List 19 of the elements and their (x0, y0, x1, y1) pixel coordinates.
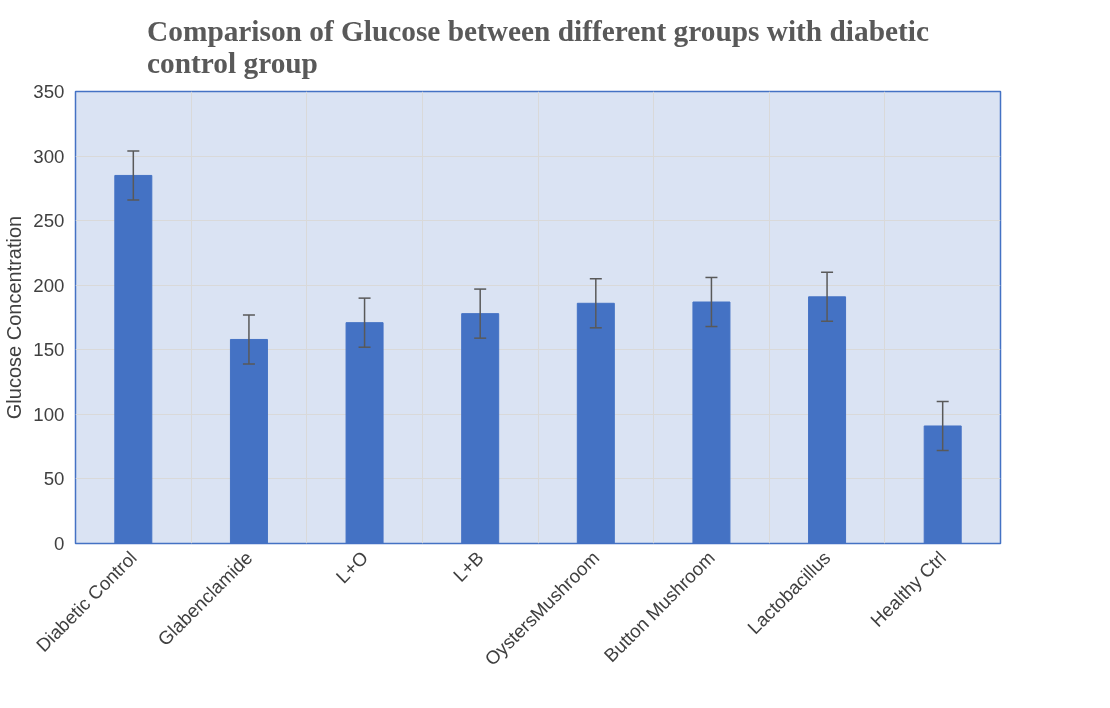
y-tick-label: 50 (43, 468, 65, 490)
bar (345, 322, 384, 544)
y-tick-label: 150 (33, 339, 65, 361)
y-tick-label: 100 (33, 403, 65, 425)
y-tick-label: 0 (54, 533, 65, 554)
bar (461, 313, 500, 544)
chart-title: Comparison of Glucose between different groups with diabetic control group (147, 15, 929, 79)
y-tick-label: 350 (33, 81, 65, 102)
bar (808, 296, 847, 544)
bar (923, 425, 962, 544)
bar (576, 302, 615, 544)
bar (229, 338, 268, 544)
x-tick-label: L+B (448, 547, 488, 586)
y-axis-title: Glucose Concentration (3, 215, 26, 420)
y-tick-label: 250 (33, 210, 65, 232)
bar (114, 174, 153, 544)
y-tick-label: 300 (33, 145, 65, 167)
y-tick-label: 200 (33, 274, 65, 296)
bar (692, 301, 731, 544)
